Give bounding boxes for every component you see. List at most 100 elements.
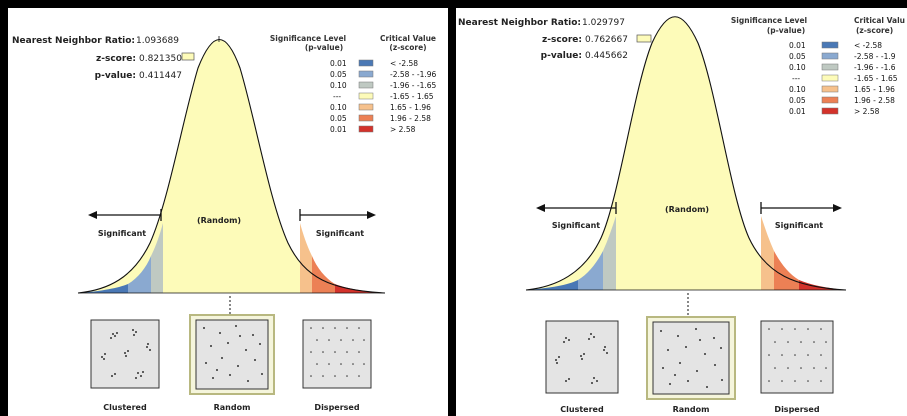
left-significant-label: Significant: [552, 221, 600, 230]
legend-z-6: > 2.58: [854, 107, 880, 116]
sig-header-2: (p-value): [305, 43, 343, 52]
legend-p-2: 0.10: [330, 81, 347, 90]
tail-left-001: [78, 284, 128, 293]
p-value-label: p-value:: [541, 51, 582, 61]
p-value-value: 0.411447: [139, 71, 182, 81]
sig-header-1: Significance Level: [731, 16, 807, 25]
left-arrow: [88, 209, 162, 221]
right-arrow: [299, 209, 376, 221]
legend-p-4: 0.10: [330, 103, 347, 112]
legend-p-0: 0.01: [330, 59, 347, 68]
tail-right-010: [300, 223, 312, 293]
z-score-label: z-score:: [542, 35, 582, 45]
right-diagram: Nearest Neighbor Ratio: 1.029797 z-score…: [458, 16, 905, 414]
legend-swatch-0: [358, 59, 374, 67]
legend-p-3: ---: [333, 92, 341, 101]
legend-swatch-6: [821, 107, 839, 115]
clustered-caption: Clustered: [560, 405, 604, 414]
dispersed-caption: Dispersed: [774, 405, 819, 414]
dispersed-dots: [310, 327, 365, 377]
random-dots: [660, 328, 723, 388]
curve-outline: [77, 38, 386, 294]
legend-swatch-6: [358, 125, 374, 133]
legend-z-5: 1.96 - 2.58: [390, 114, 431, 123]
nn-ratio-value: 1.093689: [136, 36, 179, 46]
tail-left-001: [526, 280, 578, 290]
legend-p-5: 0.05: [330, 114, 347, 123]
tail-right-005: [774, 251, 799, 290]
nn-ratio-label: Nearest Neighbor Ratio:: [12, 36, 135, 46]
curve-outline: [525, 16, 847, 291]
legend-swatch-4: [821, 85, 839, 93]
random-caption: Random: [214, 403, 251, 412]
bell-curve: [525, 16, 847, 291]
clustered-dots: [555, 333, 608, 384]
legend-swatch-0: [821, 41, 839, 49]
random-dots: [203, 325, 263, 382]
legend-z-4: 1.65 - 1.96: [854, 85, 895, 94]
tail-right-010: [761, 216, 774, 290]
clustered-caption: Clustered: [103, 403, 147, 412]
tail-right-001: [335, 284, 385, 293]
clustered-pattern-box: [545, 320, 619, 394]
legend-swatch-1: [358, 70, 374, 78]
legend-p-0: 0.01: [789, 41, 806, 50]
legend-z-1: -2.58 - -1.9: [854, 52, 896, 61]
legend-swatch-2: [358, 81, 374, 89]
legend-p-4: 0.10: [789, 85, 806, 94]
random-label: (Random): [665, 205, 709, 214]
tail-left-005: [128, 256, 151, 293]
p-value-value: 0.445662: [585, 51, 628, 61]
legend-z-5: 1.96 - 2.58: [854, 96, 895, 105]
legend-swatch-5: [821, 96, 839, 104]
z-score-value: 0.821350: [139, 54, 182, 64]
bell-curve: [77, 36, 386, 294]
random-caption: Random: [673, 405, 710, 414]
legend-p-1: 0.05: [789, 52, 806, 61]
legend-rows: 0.01 < -2.58 0.05 -2.58 - -1.96 0.10 -1.…: [330, 59, 437, 134]
z-score-value: 0.762667: [585, 35, 628, 45]
tail-left-010: [151, 223, 163, 293]
tail-left-010: [603, 216, 616, 290]
tail-right-001: [799, 280, 846, 290]
legend-p-6: 0.01: [789, 107, 806, 116]
legend-swatch-3: [358, 92, 374, 100]
panel-right: Nearest Neighbor Ratio: 1.029797 z-score…: [456, 8, 907, 416]
legend-swatch-3: [821, 74, 839, 82]
sig-header-2: (p-value): [767, 26, 805, 35]
legend-z-0: < -2.58: [854, 41, 882, 50]
legend-p-6: 0.01: [330, 125, 347, 134]
legend-z-3: -1.65 - 1.65: [854, 74, 898, 83]
dispersed-caption: Dispersed: [314, 403, 359, 412]
dispersed-dots: [768, 328, 827, 382]
left-diagram: Nearest Neighbor Ratio: 1.093689 z-score…: [12, 34, 437, 412]
legend-z-6: > 2.58: [390, 125, 416, 134]
crit-header-2: (z-score): [389, 43, 426, 52]
legend-rows: 0.01 < -2.58 0.05 -2.58 - -1.9 0.10 -1.9…: [789, 41, 898, 116]
legend-z-2: -1.96 - -1.65: [390, 81, 437, 90]
tail-left-005: [578, 251, 603, 290]
legend-p-5: 0.05: [789, 96, 806, 105]
legend-z-0: < -2.58: [390, 59, 418, 68]
legend-z-1: -2.58 - -1.96: [390, 70, 437, 79]
legend-z-2: -1.96 - -1.6: [854, 63, 896, 72]
right-significant-label: Significant: [316, 229, 364, 238]
nn-ratio-value: 1.029797: [582, 18, 625, 28]
legend-swatch-5: [358, 114, 374, 122]
z-score-swatch: [181, 52, 195, 61]
legend-swatch-1: [821, 52, 839, 60]
random-region: [78, 39, 360, 293]
dispersed-pattern-box: [760, 320, 834, 394]
tail-right-005: [312, 256, 335, 293]
clustered-dots: [101, 329, 151, 379]
random-region: [526, 16, 846, 290]
dispersed-pattern-box: [302, 319, 372, 389]
left-significant-label: Significant: [98, 229, 146, 238]
p-value-label: p-value:: [95, 71, 136, 81]
nn-ratio-label: Nearest Neighbor Ratio:: [458, 18, 581, 28]
crit-header-2: (z-score): [856, 26, 893, 35]
z-score-swatch: [636, 34, 652, 43]
right-significant-label: Significant: [775, 221, 823, 230]
z-score-label: z-score:: [96, 54, 136, 64]
legend-p-1: 0.05: [330, 70, 347, 79]
